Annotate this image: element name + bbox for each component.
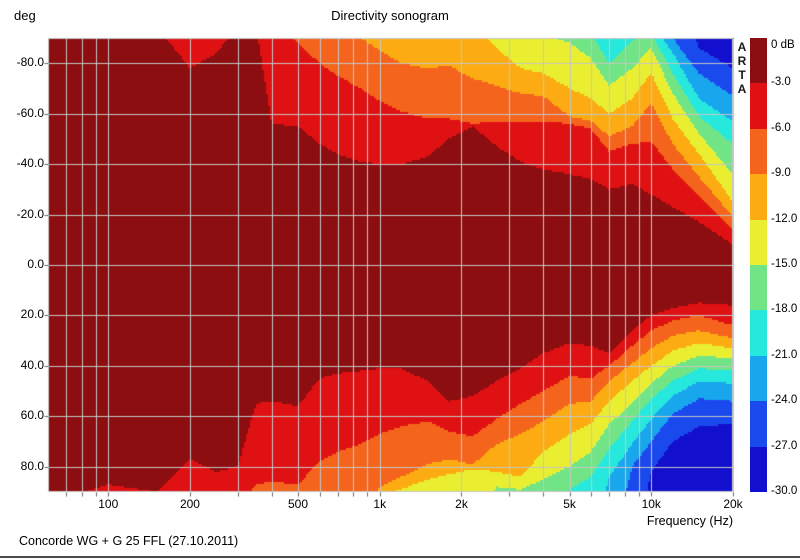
colorbar-band <box>750 446 767 492</box>
colorbar-band <box>750 355 767 402</box>
arta-letter: A <box>737 82 747 96</box>
colorbar-tick-label: -18.0 <box>771 303 798 316</box>
y-tick-label: 0.0 <box>27 257 44 271</box>
colorbar-tick-label: -9.0 <box>771 167 791 180</box>
x-tick-label: 500 <box>288 497 309 511</box>
y-tick-label: 20.0 <box>20 307 44 322</box>
y-tick-label: -40.0 <box>16 156 44 171</box>
x-tick-label: 200 <box>179 497 200 511</box>
y-tick-label: 40.0 <box>20 357 44 372</box>
arta-letter: A <box>737 40 747 54</box>
colorbar-tick-label: -24.0 <box>771 394 798 407</box>
colorbar-band <box>750 174 767 220</box>
colorbar-band <box>750 264 767 311</box>
colorbar-tick-label: -21.0 <box>771 348 798 361</box>
y-tick-label: -20.0 <box>16 206 44 221</box>
x-tick-label: 10k <box>641 497 661 511</box>
x-tick-label: 2k <box>455 497 468 511</box>
arta-letter: T <box>738 68 746 82</box>
x-tick-label: 100 <box>98 497 119 511</box>
arta-letter: R <box>737 54 747 68</box>
colorbar-tick-label: -27.0 <box>771 439 798 452</box>
colorbar-tick-label: -15.0 <box>771 258 798 270</box>
window-bottom-divider <box>0 556 800 558</box>
y-tick-label: 60.0 <box>20 408 44 423</box>
colorbar-band <box>750 310 767 356</box>
colorbar-band <box>750 128 767 175</box>
x-axis-title: Frequency (Hz) <box>646 514 733 528</box>
colorbar-band <box>750 38 767 84</box>
colorbar <box>750 38 767 492</box>
colorbar-tick-label: -12.0 <box>771 212 798 225</box>
measurement-caption: Concorde WG + G 25 FFL (27.10.2011) <box>19 534 239 548</box>
colorbar-tick-label: -30.0 <box>771 485 798 497</box>
x-tick-label: 1k <box>373 497 387 511</box>
x-tick-label: 5k <box>563 497 576 511</box>
y-tick-label: 80.0 <box>20 458 44 473</box>
y-tick-label: -80.0 <box>16 55 44 70</box>
colorbar-tick-label: -3.0 <box>771 76 791 89</box>
colorbar-band <box>750 401 767 447</box>
colorbar-band <box>750 83 767 129</box>
colorbar-band <box>750 219 767 265</box>
y-tick-label: -60.0 <box>16 105 44 120</box>
x-tick-label: 20k <box>723 497 743 511</box>
colorbar-tick-label: 0 dB <box>771 39 795 51</box>
colorbar-tick-label: -6.0 <box>771 121 791 134</box>
